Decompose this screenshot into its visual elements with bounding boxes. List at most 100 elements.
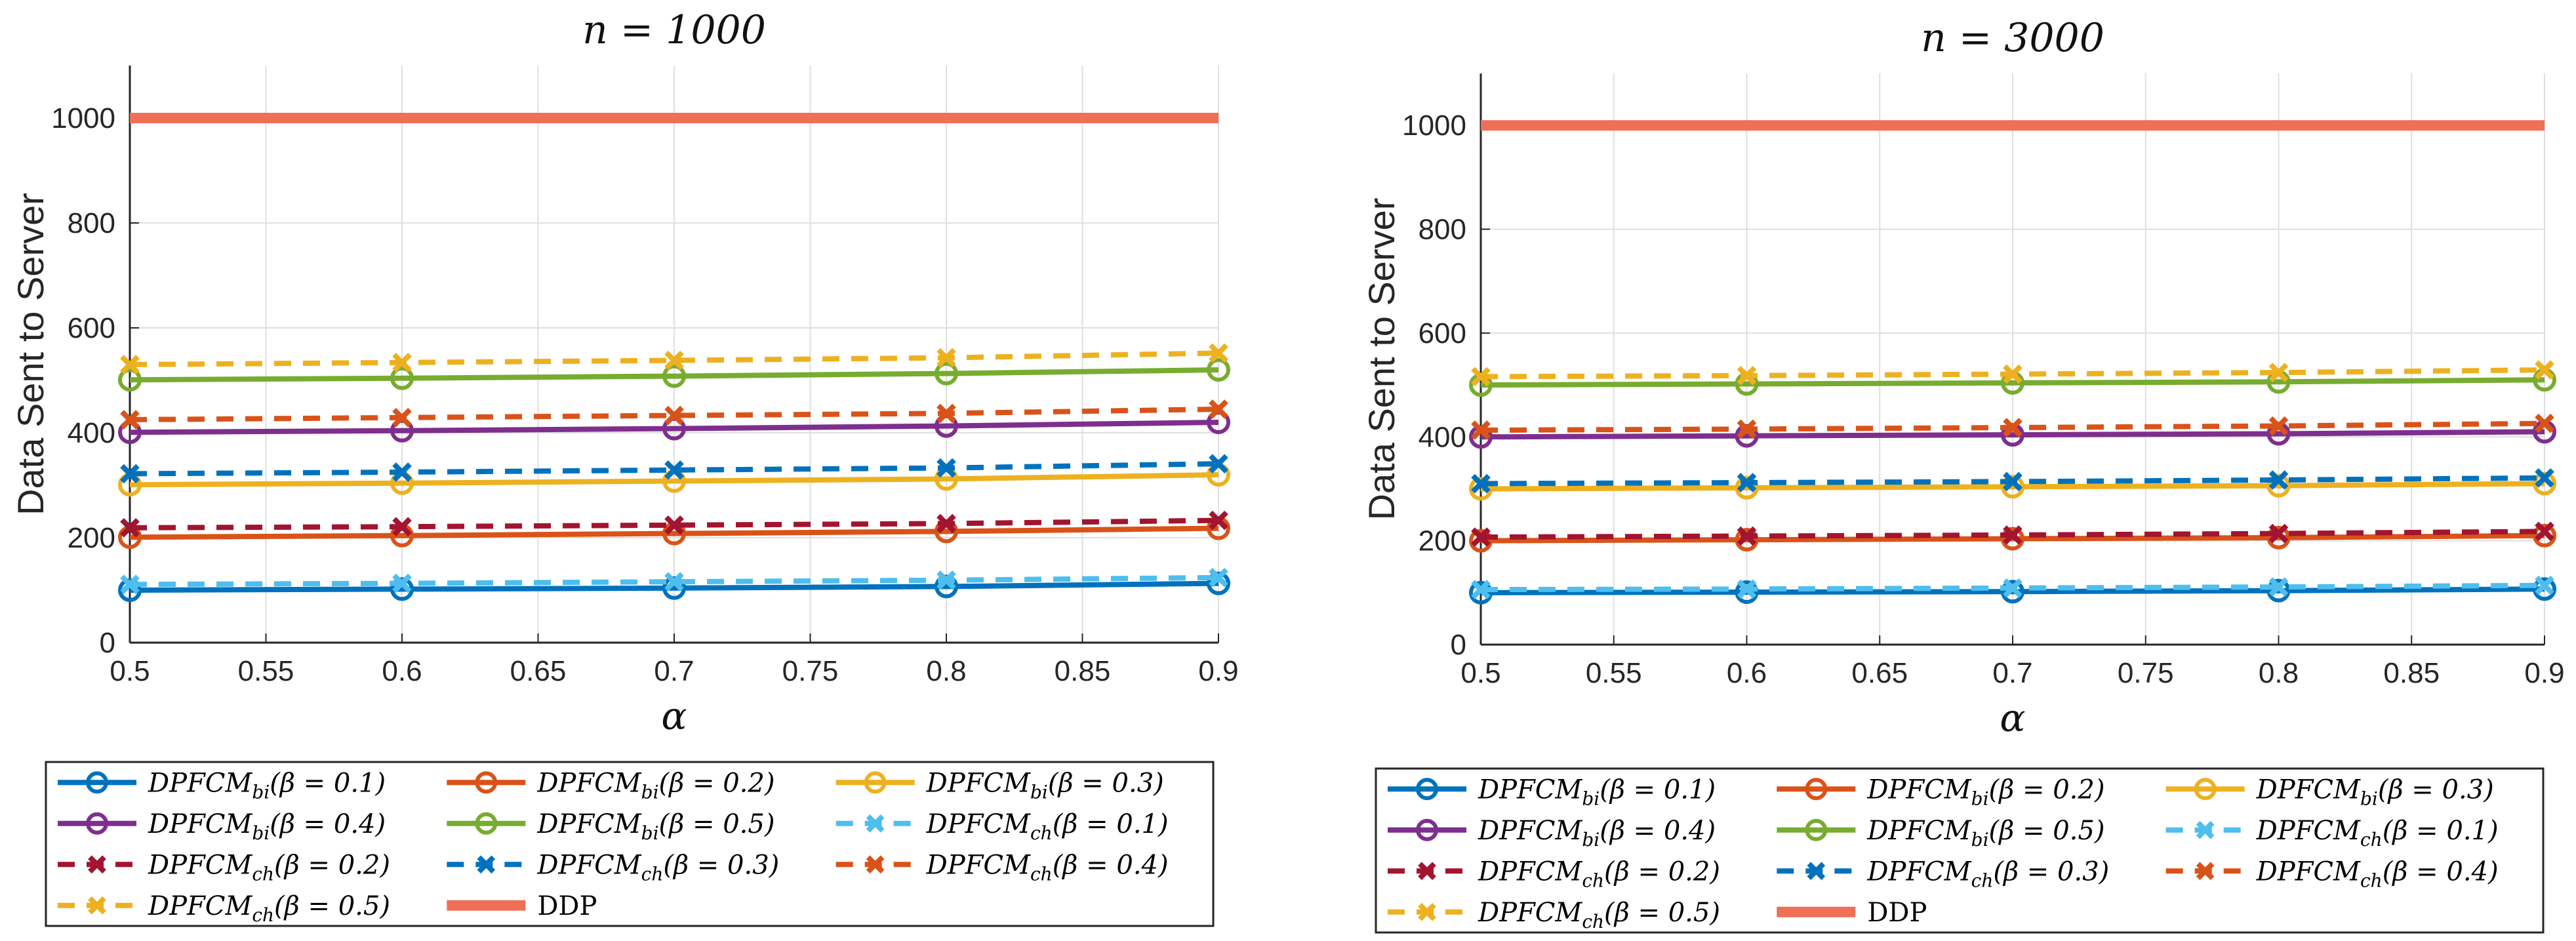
legend-swatch-marker (2194, 778, 2217, 801)
x-tick-label: 0.75 (782, 655, 839, 687)
data-point (120, 464, 140, 484)
legend-label-main: DPFCM (536, 809, 641, 839)
legend-label: DPFCMbi(β = 0.5) (536, 809, 775, 844)
data-point (2001, 580, 2024, 604)
y-tick-label: 1000 (1402, 110, 1466, 142)
legend-label-param: (β = 0.3) (1993, 856, 2109, 887)
y-axis-label: Data Sent to Server (1361, 198, 1402, 521)
legend-label-param: (β = 0.4) (1053, 850, 1169, 880)
legend-swatch-marker (475, 771, 498, 794)
legend-label-sub: ch (1030, 863, 1053, 885)
data-point (1469, 529, 1493, 553)
data-point (1207, 571, 1230, 595)
legend-entry-10: DPFCMch(β = 0.5) (1388, 898, 1720, 932)
legend-label-sub: ch (1030, 822, 1053, 844)
legend-entry-7: DPFCMch(β = 0.2) (58, 850, 390, 885)
data-point (2268, 363, 2289, 382)
legend-swatch-marker (1416, 778, 1438, 801)
legend-swatch-marker (88, 896, 106, 915)
series-line (129, 525, 1219, 540)
legend-label-sub: ch (2360, 870, 2383, 891)
legend-label-param: (β = 0.5) (1989, 816, 2105, 846)
legend-label-main: DPFCM (2256, 774, 2361, 805)
legend-swatch-marker (88, 855, 106, 874)
x-tick-label: 0.8 (2259, 657, 2299, 689)
series-line (1480, 377, 2545, 388)
legend-label: DPFCMbi(β = 0.4) (148, 809, 386, 844)
legend-label-main: DPFCM (926, 850, 1031, 880)
series-5 (118, 358, 1230, 392)
legend-label-param: (β = 0.1) (2383, 816, 2499, 846)
legend-label-sub: bi (2360, 788, 2378, 809)
legend-entry-5: DPFCMbi(β = 0.5) (447, 809, 775, 844)
legend-label-sub: bi (1030, 781, 1048, 803)
legend-label-param: (β = 0.5) (659, 809, 775, 839)
legend-label-param: (β = 0.3) (2378, 774, 2494, 805)
series-8 (120, 454, 1228, 484)
data-point (2535, 521, 2554, 542)
legend-entry-9: DPFCMch(β = 0.4) (2165, 856, 2499, 891)
legend-entry-1: DPFCMbi(β = 0.1) (58, 768, 386, 803)
legend-label-main: DPFCM (1866, 856, 1971, 887)
y-tick-label: 400 (1419, 421, 1466, 453)
legend-swatch-marker (1805, 818, 1828, 841)
legend-label-sub: ch (252, 863, 274, 885)
data-point (936, 513, 956, 534)
data-point (2003, 364, 2023, 384)
legend-label-main: DPFCM (1866, 774, 1971, 805)
legend-label: DPFCMch(β = 0.2) (1478, 856, 1720, 891)
legend-label-main: DPFCM (1866, 816, 1971, 846)
legend-1: DPFCMbi(β = 0.1) DPFCMbi(β = 0.2) DPFCMbi(… (45, 761, 1215, 927)
y-axis-label: Data Sent to Server (10, 193, 51, 515)
legend-entry-2: DPFCMbi(β = 0.2) (1777, 774, 2104, 809)
data-point (1469, 580, 1493, 605)
legend-entry-7: DPFCMch(β = 0.2) (1388, 856, 1720, 891)
legend-swatch-marker (1418, 862, 1436, 881)
data-point (2266, 578, 2291, 603)
data-point (1471, 527, 1491, 547)
data-point (120, 574, 140, 595)
legend-label-main: DPFCM (148, 850, 252, 880)
data-point (392, 462, 412, 482)
data-point (390, 577, 414, 601)
chart-panel-1: 0.5 0.55 0.6 0.65 0.7 0.75 0.8 0.85 0.9 0 200 400 60… (10, 7, 1239, 738)
legend-entry-11: DDP (447, 891, 597, 921)
data-point (1209, 399, 1228, 419)
data-point (120, 517, 140, 538)
series-9 (120, 399, 1228, 430)
data-point (2266, 525, 2291, 550)
data-point (1471, 580, 1491, 599)
x-tick-label: 0.7 (654, 655, 694, 687)
y-tick-label: 200 (68, 522, 115, 554)
legend-label-sub: ch (1582, 911, 1604, 932)
legend-label: DPFCMbi(β = 0.2) (536, 768, 775, 803)
data-point (2533, 577, 2556, 601)
legend-label-sub: bi (641, 822, 659, 844)
legend-2: DPFCMbi(β = 0.1) DPFCMbi(β = 0.2) DPFCMbi(… (1375, 767, 2545, 934)
series-line (129, 350, 1219, 367)
legend-label-param: (β = 0.5) (1604, 898, 1720, 928)
data-point (664, 572, 684, 592)
data-point (2535, 468, 2554, 488)
legend-label: DDP (537, 891, 597, 921)
series-line (1480, 429, 2545, 440)
legend-label-main: DPFCM (536, 850, 641, 880)
legend-box (1375, 767, 2545, 934)
legend-entry-11: DDP (1777, 898, 1927, 928)
legend-label-main: DPFCM (148, 891, 252, 921)
series-10 (120, 343, 1228, 374)
legend-box (45, 761, 1215, 927)
data-point (664, 460, 684, 480)
legend-entry-5: DPFCMbi(β = 0.5) (1777, 816, 2104, 851)
legend-label-sub: ch (1582, 870, 1604, 891)
data-point (664, 350, 684, 370)
data-point (1737, 366, 1757, 386)
data-point (1737, 473, 1757, 492)
legend-label-param: (β = 0.1) (270, 768, 386, 798)
legend-label-sub: bi (641, 781, 659, 803)
legend-label-main: DPFCM (926, 768, 1031, 798)
legend-label-param: (β = 0.4) (270, 809, 386, 839)
legend-label-main: DPFCM (536, 768, 641, 798)
legend-entry-3: DPFCMbi(β = 0.3) (2165, 774, 2494, 809)
legend-label-param: (β = 0.2) (274, 850, 390, 880)
